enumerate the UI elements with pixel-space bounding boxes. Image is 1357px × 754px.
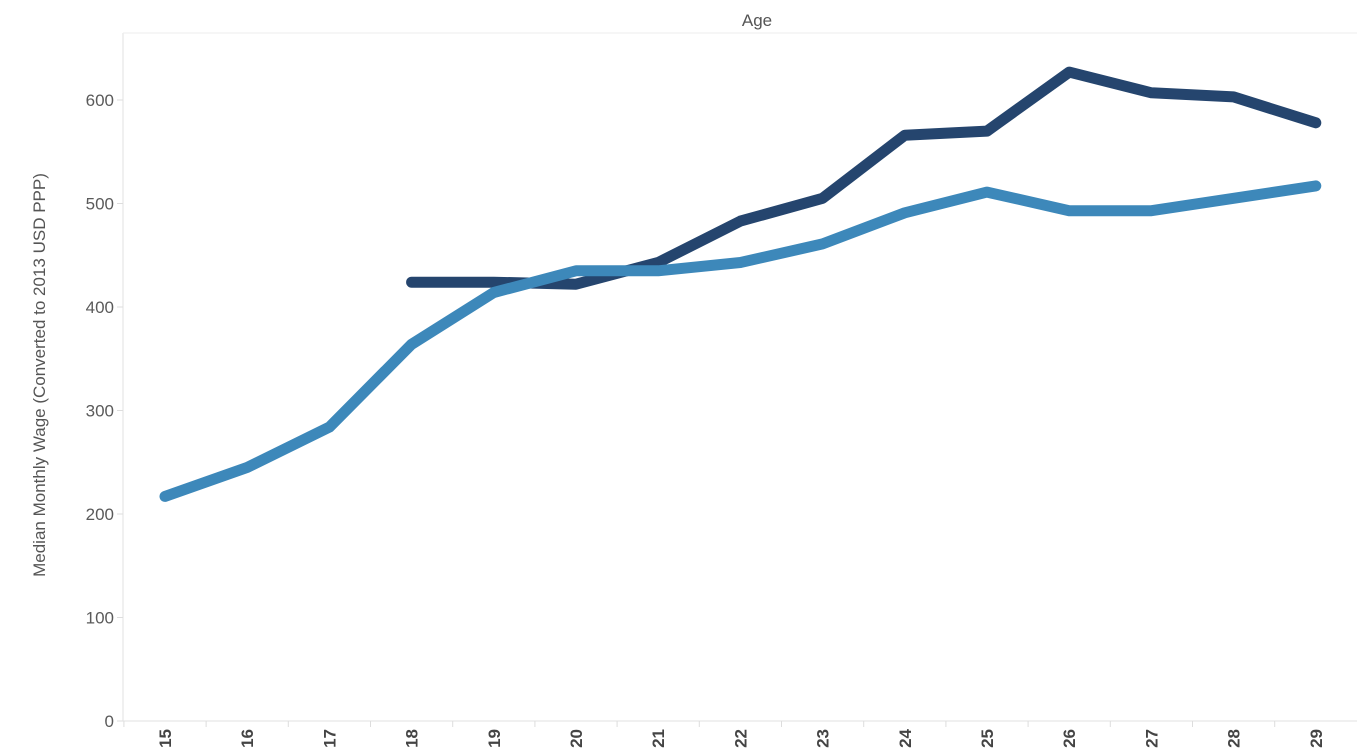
y-tick-label: 0 [105, 712, 114, 731]
y-tick-label: 300 [86, 402, 114, 421]
x-tick-label: 17 [320, 729, 339, 748]
x-tick-label: 24 [896, 728, 915, 747]
series-line-1 [406, 66, 1322, 290]
y-axis-ticks: 0 100 200 300 400 500 600 [86, 91, 123, 731]
x-axis-ticks: 15 16 17 18 19 20 21 22 23 24 25 26 27 28 29 [123, 721, 1326, 748]
x-tick-label: 27 [1142, 729, 1161, 748]
series-line-2 [159, 180, 1322, 502]
y-tick-label: 100 [86, 609, 114, 628]
x-tick-label: 15 [156, 729, 175, 748]
x-tick-label: 29 [1307, 729, 1326, 748]
x-axis-title: Age [742, 11, 772, 30]
y-tick-label: 600 [86, 91, 114, 110]
x-tick-label: 19 [485, 729, 504, 748]
y-tick-label: 500 [86, 195, 114, 214]
x-tick-label: 21 [649, 729, 668, 748]
x-tick-label: 26 [1060, 729, 1079, 748]
series-layer [159, 66, 1322, 502]
x-tick-label: 20 [567, 729, 586, 748]
y-tick-label: 400 [86, 298, 114, 317]
x-tick-label: 18 [403, 729, 422, 748]
axis-lines [122, 32, 1357, 722]
x-tick-label: 16 [238, 729, 257, 748]
x-tick-label: 22 [731, 729, 750, 748]
x-tick-label: 25 [978, 729, 997, 748]
x-tick-label: 28 [1225, 729, 1244, 748]
x-tick-label: 23 [814, 729, 833, 748]
y-tick-label: 200 [86, 505, 114, 524]
y-axis-title: Median Monthly Wage (Converted to 2013 U… [30, 173, 49, 577]
